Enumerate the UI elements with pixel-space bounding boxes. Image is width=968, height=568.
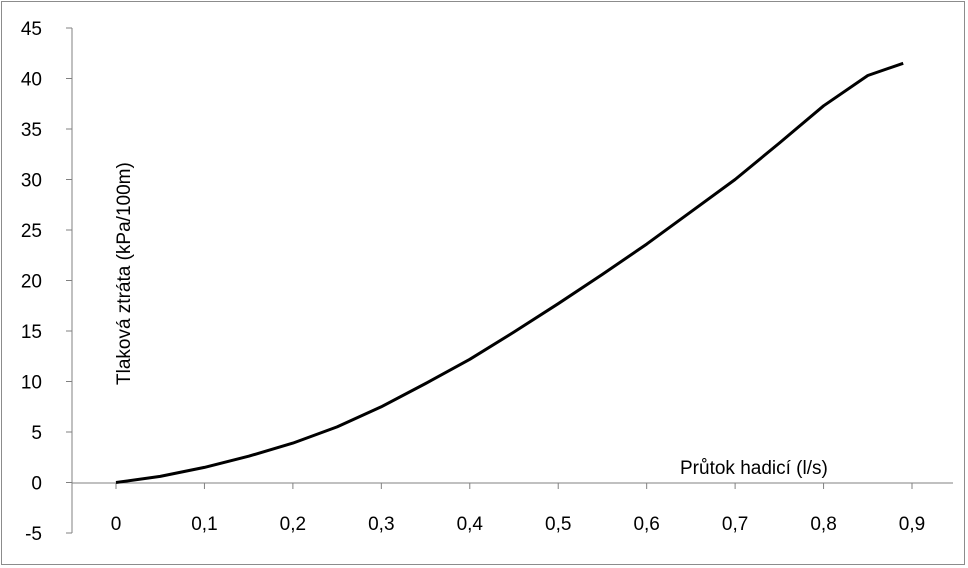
y-axis-title: Tlaková ztráta (kPa/100m) [114,162,135,385]
series-group [115,61,904,484]
y-tick-label: 35 [21,120,42,141]
x-tick-label: 0,6 [633,514,659,535]
y-tick-label: 30 [21,171,42,192]
x-tick-label: 0,1 [191,514,217,535]
y-tick-label: 45 [21,19,42,40]
y-tick-label: 0 [31,474,42,495]
ticks-group: -5 0 5 10 15 20 25 30 35 40 45 0 0,1 0,2 0,3 0,4 0,5 0,6 0… [21,19,925,545]
y-tick-label: 40 [21,70,42,91]
x-axis-title: Průtok hadicí (l/s) [680,458,828,479]
x-tick-label: 0,3 [368,514,394,535]
x-tick-label: 0,4 [457,514,484,535]
x-tick-label: 0 [111,514,122,535]
series-line [115,61,904,484]
y-tick-label: 10 [21,373,42,394]
x-tick-label: 0,7 [722,514,748,535]
y-tick-label: 5 [31,423,42,444]
x-tick-label: 0,5 [545,514,571,535]
x-tick-label: 0,9 [899,514,925,535]
x-tick-label: 0,2 [280,514,306,535]
x-tick-label: 0,8 [810,514,836,535]
y-tick-label: 20 [21,272,42,293]
y-tick-label: -5 [25,524,42,545]
y-tick-label: 15 [21,322,42,343]
y-tick-label: 25 [21,221,42,242]
